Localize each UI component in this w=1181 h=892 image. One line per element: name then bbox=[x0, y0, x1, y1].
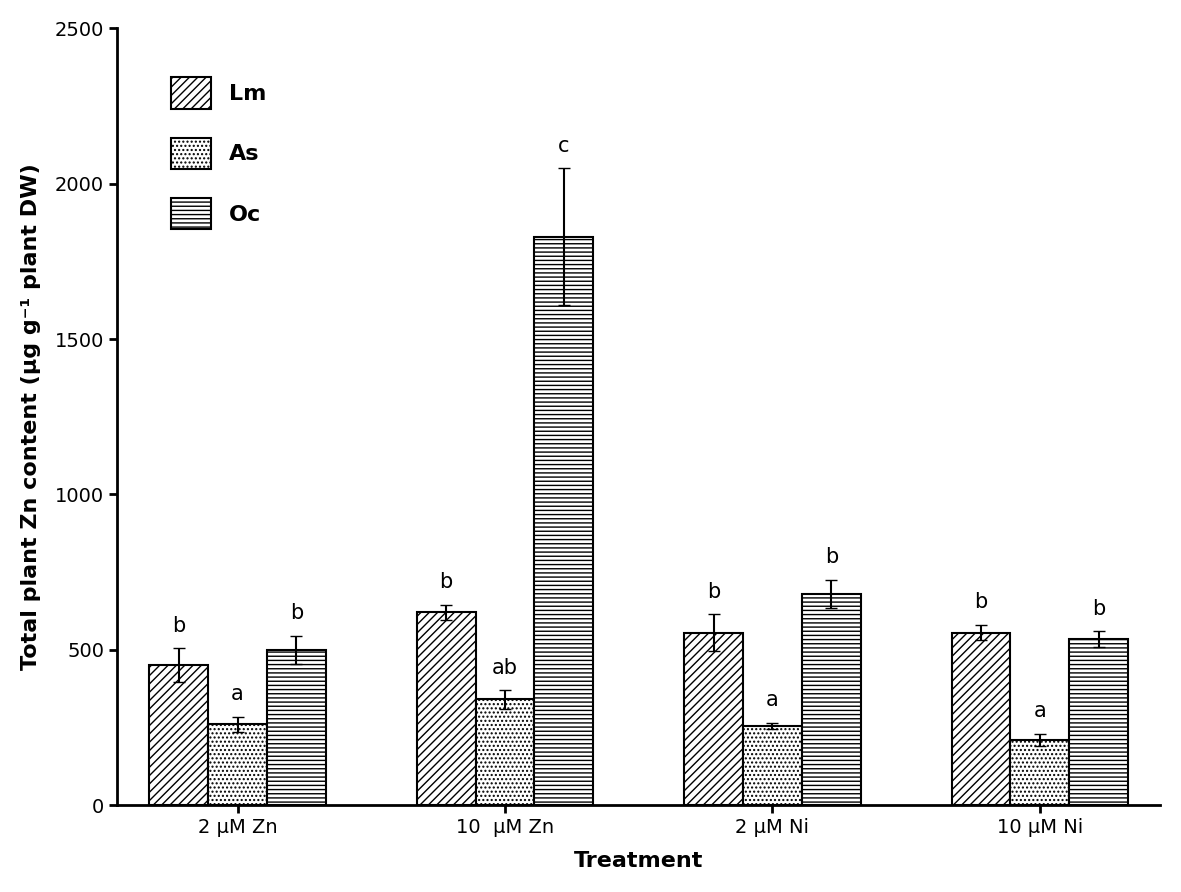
Bar bbox=[535, 236, 593, 805]
Legend: Lm, As, Oc: Lm, As, Oc bbox=[149, 55, 289, 252]
Text: ab: ab bbox=[492, 657, 518, 678]
Text: a: a bbox=[231, 684, 244, 704]
Bar bbox=[802, 594, 861, 805]
Text: a: a bbox=[1033, 701, 1046, 722]
Bar bbox=[684, 632, 743, 805]
Y-axis label: Total plant Zn content (μg g⁻¹ plant DW): Total plant Zn content (μg g⁻¹ plant DW) bbox=[21, 163, 41, 670]
Text: b: b bbox=[707, 582, 720, 601]
Text: b: b bbox=[974, 592, 987, 613]
Text: b: b bbox=[172, 615, 185, 636]
Bar bbox=[1069, 639, 1128, 805]
Bar bbox=[267, 649, 326, 805]
X-axis label: Treatment: Treatment bbox=[574, 851, 704, 871]
Bar bbox=[952, 632, 1011, 805]
Text: b: b bbox=[824, 548, 837, 567]
Text: c: c bbox=[559, 136, 569, 156]
Text: b: b bbox=[289, 603, 304, 624]
Text: b: b bbox=[1092, 599, 1105, 619]
Bar bbox=[476, 699, 535, 805]
Bar bbox=[417, 613, 476, 805]
Bar bbox=[1011, 739, 1069, 805]
Text: a: a bbox=[766, 690, 778, 710]
Bar bbox=[208, 724, 267, 805]
Bar bbox=[743, 726, 802, 805]
Text: b: b bbox=[439, 573, 452, 592]
Bar bbox=[149, 665, 208, 805]
